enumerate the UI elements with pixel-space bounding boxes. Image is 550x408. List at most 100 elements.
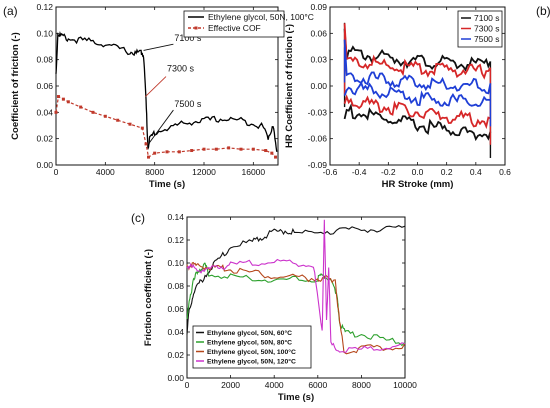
effective-cof-point — [54, 110, 58, 114]
x-tick-label: 10000 — [393, 380, 417, 390]
legend-entry: Ethylene glycol, 50N, 100°C — [207, 348, 296, 356]
x-tick-label: 0.4 — [470, 167, 482, 177]
effective-cof-point — [61, 97, 65, 101]
annotation-label: 7500 s — [174, 99, 202, 109]
y-tick-label: 0.04 — [167, 327, 184, 337]
y-tick-label: 0.12 — [36, 2, 53, 12]
x-tick-label: -0.6 — [323, 167, 338, 177]
y-tick-label: -0.03 — [308, 107, 328, 117]
effective-cof-point — [79, 105, 83, 109]
effective-cof-point — [56, 95, 60, 99]
x-tick-label: 4000 — [96, 167, 115, 177]
legend-entry: Ethylene glycol, 50N, 80°C — [207, 339, 292, 347]
series-line-4 — [186, 219, 406, 353]
legend-entry: Ethylene glycol, 50N, 120°C — [207, 358, 296, 366]
panel-label: (c) — [131, 211, 145, 225]
effective-cof-point — [128, 122, 132, 126]
legend-entry: Effective COF — [208, 23, 261, 33]
legend-entry: 7300 s — [474, 24, 500, 34]
x-tick-label: 0 — [54, 167, 59, 177]
effective-cof-point — [66, 100, 70, 104]
y-tick-label: 0.04 — [36, 107, 53, 117]
effective-cof-point — [239, 147, 243, 151]
effective-cof-point — [103, 114, 107, 118]
effective-cof-point — [214, 147, 218, 151]
annotation-arrow — [145, 76, 167, 97]
y-tick-label: 0.02 — [167, 350, 184, 360]
x-tick-label: 6000 — [308, 380, 327, 390]
y-tick-label: 0.06 — [310, 28, 327, 38]
legend-entry: Ethylene glycol, 50N, 60°C — [207, 329, 292, 337]
effective-cof-point — [227, 146, 231, 150]
effective-cof-point — [251, 147, 255, 151]
effective-cof-point — [116, 118, 120, 122]
series-line-effective-cof — [55, 95, 276, 159]
y-tick-label: 0.00 — [310, 81, 327, 91]
effective-cof-point — [177, 150, 181, 154]
loop-lower-7500-s — [343, 80, 491, 107]
y-tick-label: 0.06 — [36, 81, 53, 91]
x-tick-label: 8000 — [145, 167, 164, 177]
legend-box — [183, 10, 285, 38]
series-line-1 — [186, 224, 406, 335]
effective-cof-point — [153, 151, 157, 155]
x-axis-label: HR Stroke (mm) — [382, 179, 454, 190]
legend-box — [192, 325, 312, 369]
x-tick-label: 0.2 — [441, 167, 453, 177]
panel-label: (a) — [3, 4, 18, 18]
annotation-label: 7300 s — [167, 64, 195, 74]
series-line-ethylene-glycol — [55, 30, 278, 152]
x-tick-label: 0.0 — [412, 167, 424, 177]
legend-marker — [194, 26, 198, 30]
y-tick-label: 0.08 — [36, 55, 53, 65]
x-tick-label: 12000 — [192, 167, 216, 177]
series-line-3 — [186, 261, 406, 355]
loop-upper-7300-s — [343, 23, 492, 80]
y-tick-label: 0.03 — [310, 55, 327, 65]
x-tick-label: 0.6 — [499, 167, 511, 177]
loop-upper-7500-s — [343, 39, 492, 95]
annotation-label: 7100 s — [174, 33, 202, 43]
y-tick-label: 0.10 — [36, 28, 53, 38]
x-axis-label: Time (s) — [149, 179, 185, 190]
y-axis-label: HR Coefficient of friction (-) — [284, 24, 295, 148]
effective-cof-point — [147, 155, 150, 159]
x-tick-label: 4000 — [265, 380, 284, 390]
legend-entry: 7100 s — [474, 13, 500, 23]
y-tick-label: 0.12 — [167, 235, 184, 245]
annotation-arrow — [148, 109, 174, 145]
y-axis-label: Coefficient of friction (-) — [10, 32, 21, 140]
effective-cof-point — [202, 147, 206, 151]
y-tick-label: 0.08 — [167, 281, 184, 291]
y-tick-label: 0.09 — [310, 2, 327, 12]
panel-label: (b) — [536, 4, 550, 18]
loop-lower-7100-s — [343, 103, 492, 142]
effective-cof-point — [140, 126, 144, 130]
effective-cof-point — [165, 150, 169, 154]
x-axis-label: Time (s) — [278, 392, 314, 403]
x-tick-label: 0 — [185, 380, 190, 390]
effective-cof-point — [144, 142, 148, 146]
y-tick-label: 0.00 — [167, 373, 184, 383]
y-tick-label: -0.09 — [308, 160, 328, 170]
legend-entry: 7500 s — [474, 34, 500, 44]
effective-cof-point — [274, 155, 278, 159]
x-tick-label: 8000 — [352, 380, 371, 390]
annotation-arrow — [143, 43, 174, 51]
y-tick-label: 0.14 — [167, 212, 184, 222]
x-tick-label: -0.4 — [352, 167, 367, 177]
y-tick-label: 0.00 — [36, 160, 53, 170]
x-tick-label: -0.2 — [381, 167, 396, 177]
y-axis-label: Friction coefficient (-) — [143, 249, 154, 346]
effective-cof-point — [91, 110, 95, 114]
legend-entry: Ethylene glycol, 50N, 100°C — [208, 12, 314, 22]
loop-lower-7300-s — [343, 94, 491, 130]
plot-frame-c — [186, 216, 406, 379]
y-tick-label: 0.06 — [167, 304, 184, 314]
effective-cof-point — [270, 151, 274, 155]
x-tick-label: 2000 — [221, 380, 240, 390]
y-tick-label: 0.10 — [167, 258, 184, 268]
y-tick-label: -0.06 — [308, 134, 328, 144]
x-tick-label: 16000 — [242, 167, 266, 177]
